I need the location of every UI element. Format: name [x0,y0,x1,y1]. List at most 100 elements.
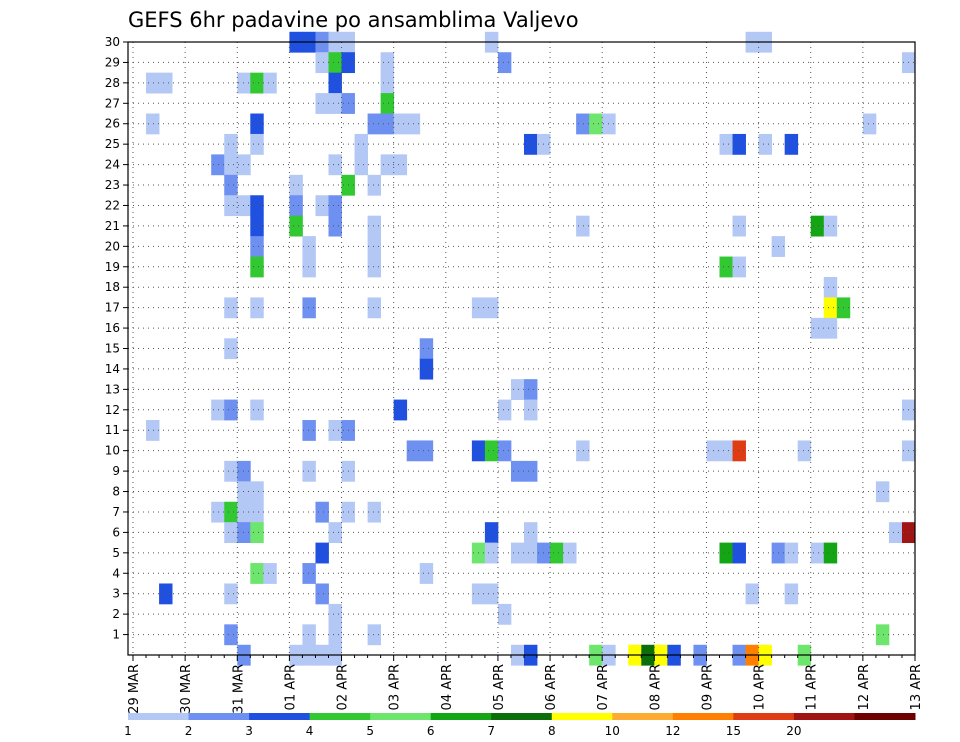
precip-cell [484,297,499,319]
colorbar-label: 1 [124,724,132,738]
precip-cell [888,522,903,544]
colorbar-segment [491,713,553,720]
precip-cell [524,460,538,482]
precip-cell [576,215,590,237]
y-tick-label: 19 [105,260,120,274]
precip-cell [250,563,264,584]
colorbar-label: 15 [726,724,741,738]
precip-cell [315,501,329,523]
precip-cell [810,317,825,339]
grid-layer [128,41,915,655]
precip-cell [302,420,316,441]
precip-cell [328,603,342,625]
precip-cell [250,481,264,503]
precip-cell [758,133,773,155]
precip-cell [224,583,238,605]
colorbar: 1 2 3 4 5 6 7 8 10 12 15 20 [124,713,916,738]
colorbar-label: 7 [487,724,495,738]
precip-cell [732,256,746,278]
precip-cell [510,460,525,482]
precip-cell [250,236,264,257]
y-tick-label: 4 [112,566,120,580]
precip-cell [315,93,329,114]
precip-cell [302,256,316,278]
precip-cell [380,113,395,135]
x-tick-label: 05 APR [492,664,507,710]
precip-cell [823,215,838,237]
y-tick-label: 16 [105,321,120,335]
y-tick-label: 18 [105,280,120,294]
precip-cell [354,133,368,155]
y-tick-label: 10 [105,444,120,458]
precip-cell [732,440,746,462]
precip-cell [875,481,890,503]
precip-cell [823,542,838,564]
precip-cell [367,297,382,319]
colorbar-label: 3 [245,724,253,738]
y-tick-label: 14 [105,362,120,376]
colorbar-label: 10 [605,724,620,738]
x-tick-label: 12 APR [857,664,872,710]
y-tick-label: 22 [105,198,120,212]
y-tick-label: 7 [112,505,120,519]
precip-cell [315,52,329,74]
y-tick-label: 28 [105,76,120,90]
precip-cell [823,297,838,319]
cells-layer [146,31,916,666]
precip-cell [367,236,382,257]
colorbar-label: 8 [548,724,556,738]
colorbar-segment [430,713,492,720]
y-axis: 1234567891011121314151617181920212223242… [105,35,128,642]
precip-cell [211,399,225,421]
precip-cell [810,542,825,564]
precip-cell [380,93,395,114]
x-tick-label: 31 MAR [231,664,246,714]
precip-cell [224,338,238,360]
y-tick-label: 8 [112,485,120,499]
precip-cell [823,317,838,339]
precip-cell [524,542,538,564]
precip-cell [797,440,812,462]
colorbar-segment [128,713,190,720]
precip-cell [302,563,316,584]
precip-cell [367,501,382,523]
precip-cell [393,399,408,421]
precip-cell [328,72,342,94]
y-tick-label: 12 [105,403,120,417]
precip-cell [328,195,342,217]
precip-cell [159,583,173,605]
precip-cell [524,522,538,544]
precip-cell [224,522,238,544]
y-tick-label: 9 [112,464,120,478]
y-tick-label: 2 [112,607,120,621]
precip-cell [497,440,512,462]
y-tick-label: 29 [105,55,120,69]
precip-cell [510,379,525,400]
precip-cell [524,379,538,400]
precip-cell [484,522,499,544]
precip-cell [250,256,264,278]
precip-cell [732,215,746,237]
precip-cell [302,297,316,319]
precip-cell [250,72,264,94]
precip-cell [393,113,408,135]
precip-cell [328,420,342,441]
precip-cell [328,52,342,74]
precip-cell [315,542,329,564]
precip-cell [328,154,342,176]
colorbar-segment [370,713,432,720]
precip-cell [576,440,590,462]
precip-cell [497,52,512,74]
precip-cell [328,522,342,544]
precip-cell [367,215,382,237]
x-tick-label: 02 APR [336,664,351,710]
precip-cell [289,195,303,217]
plot-frame [127,41,916,656]
y-tick-label: 23 [105,178,120,192]
precip-cell [484,583,499,605]
y-tick-label: 20 [105,239,120,253]
precip-cell [224,624,238,646]
precip-cell [224,154,238,176]
precip-cell [146,113,160,135]
